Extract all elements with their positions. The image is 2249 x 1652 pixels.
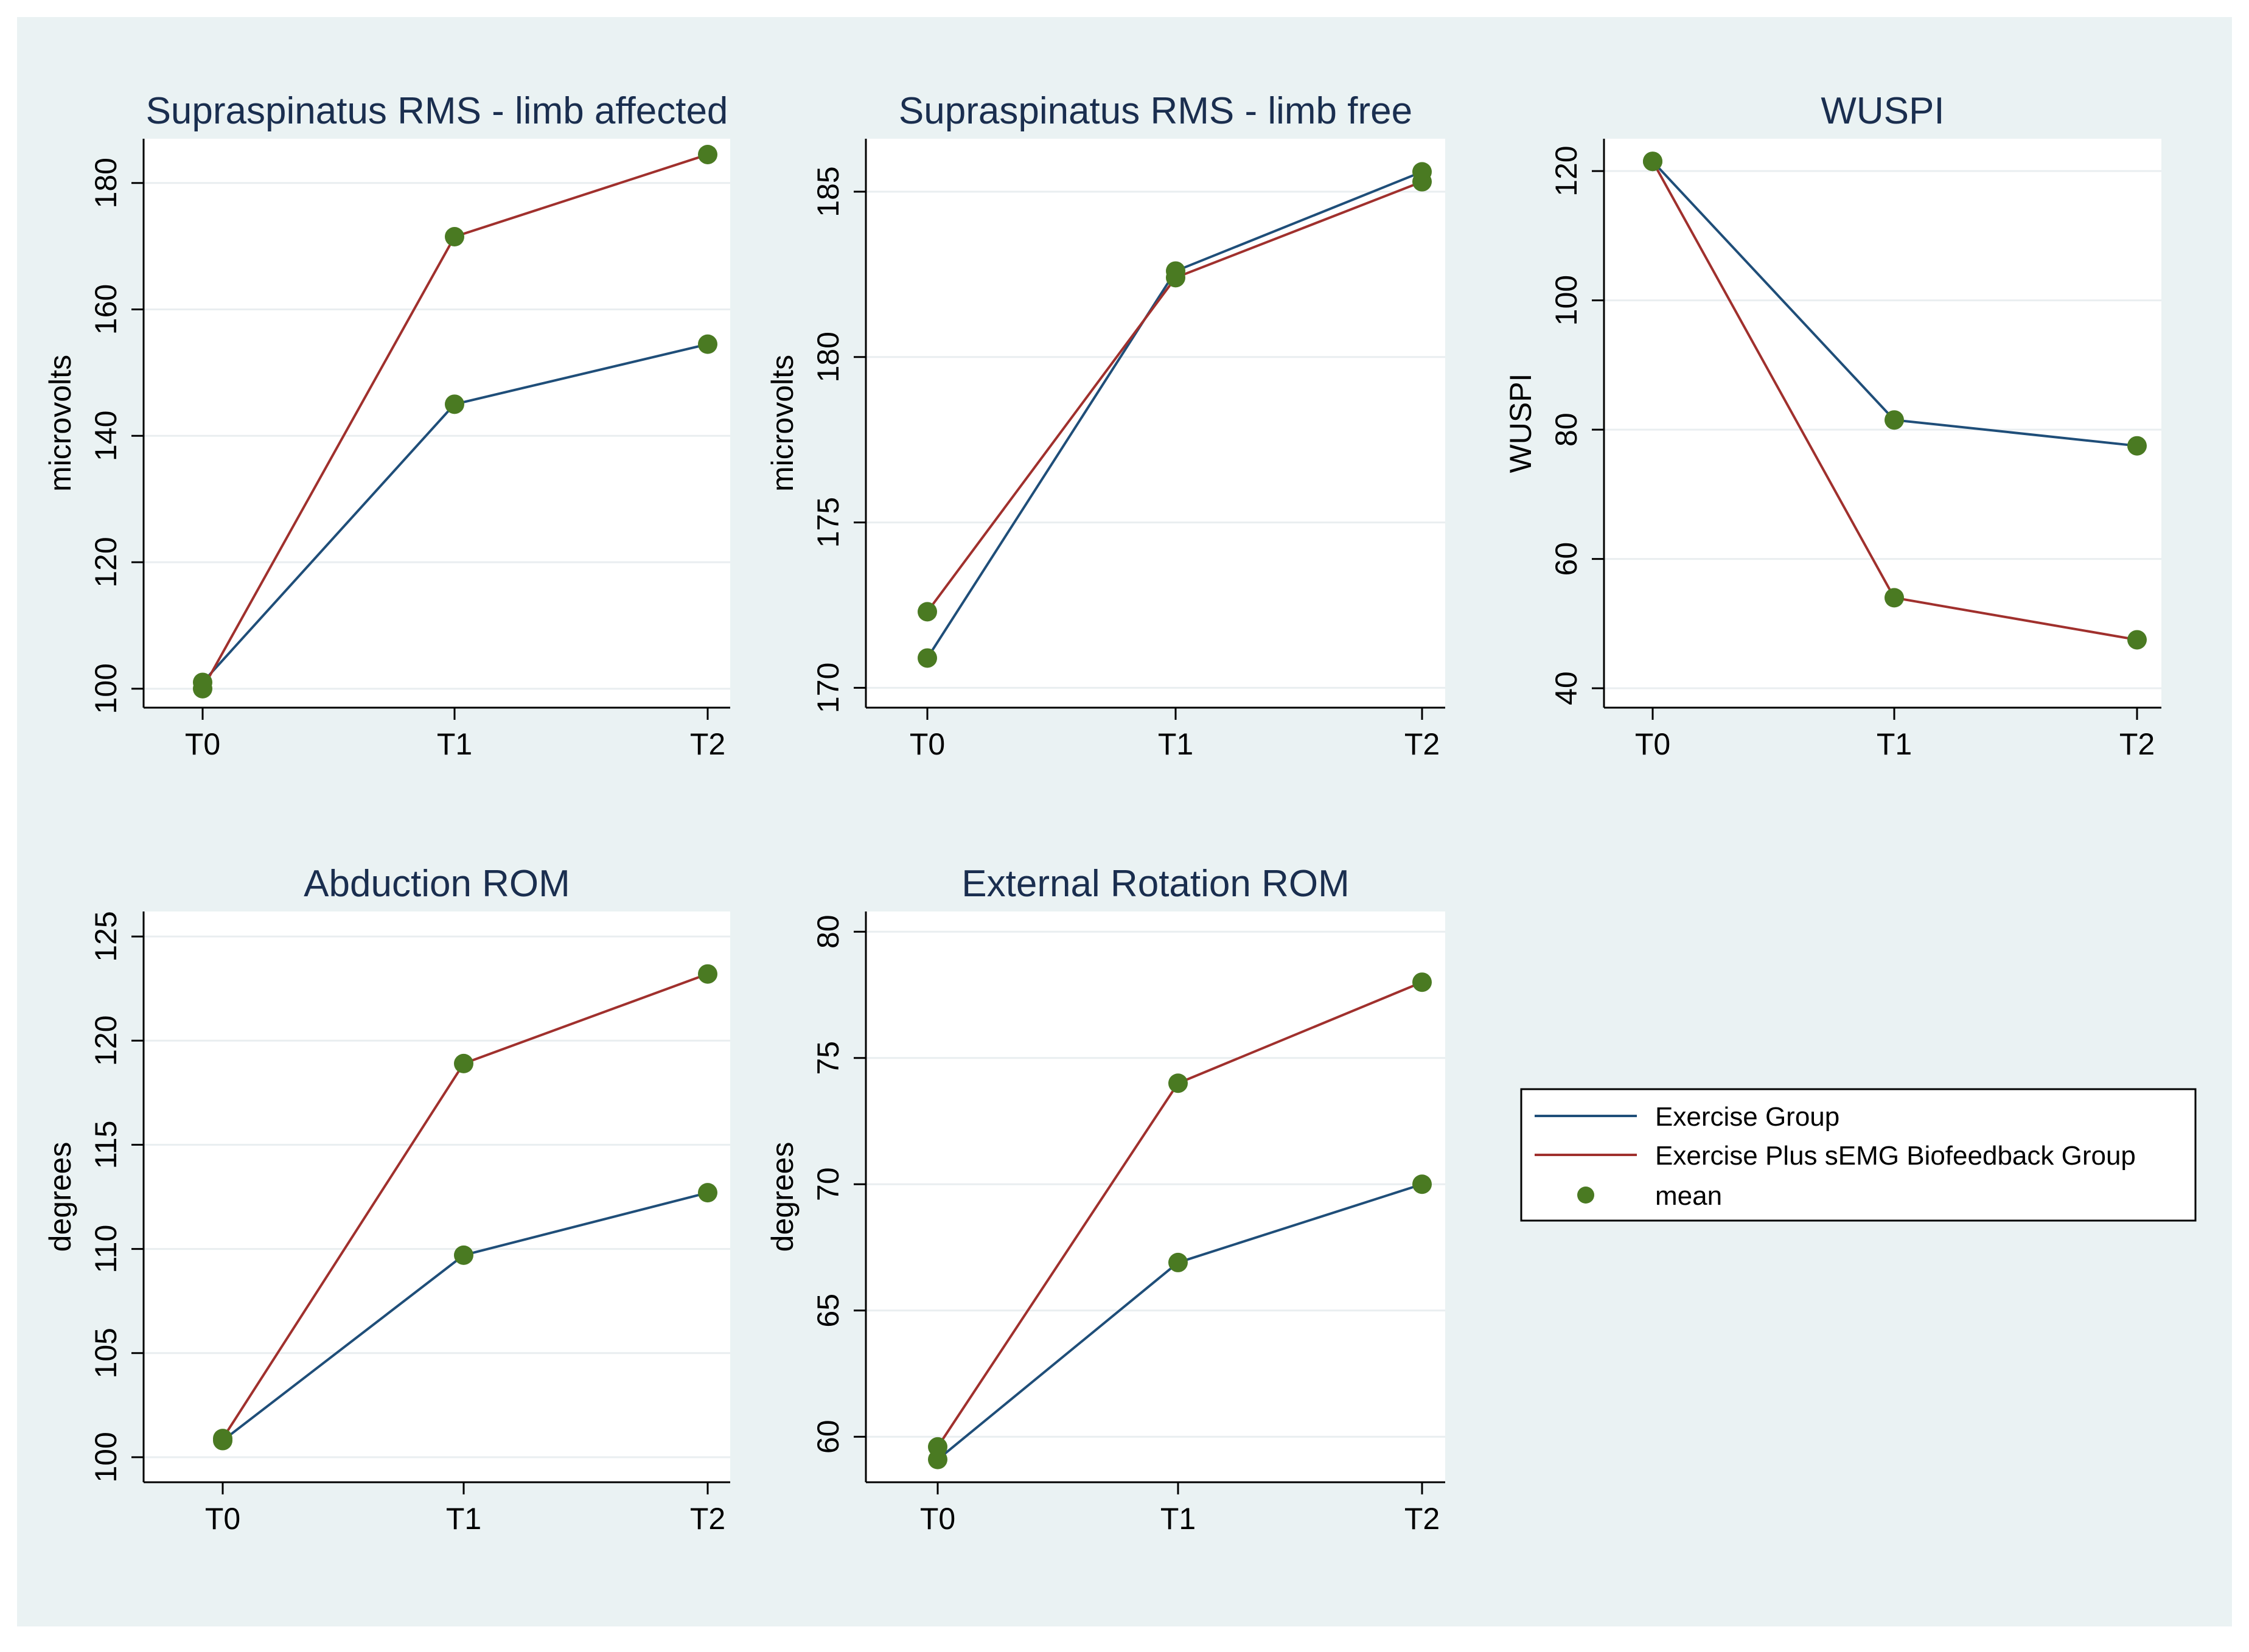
- y-tick-label: 170: [811, 663, 845, 713]
- mean-marker: [1166, 268, 1185, 288]
- y-axis-label: degrees: [43, 1142, 77, 1252]
- mean-marker: [698, 1183, 717, 1203]
- y-tick-label: 120: [89, 537, 123, 587]
- y-tick-label: 185: [811, 166, 845, 217]
- y-tick-label: 70: [811, 1167, 845, 1201]
- mean-marker: [454, 1053, 473, 1073]
- plot-area: [144, 911, 730, 1482]
- y-tick-label: 180: [89, 158, 123, 208]
- mean-marker: [698, 144, 717, 164]
- x-tick-label: T1: [437, 727, 472, 761]
- mean-marker: [1412, 972, 1432, 992]
- y-tick-label: 120: [1549, 145, 1583, 196]
- x-tick-label: T0: [910, 727, 945, 761]
- y-tick-label: 40: [1549, 671, 1583, 705]
- mean-marker: [698, 334, 717, 354]
- mean-marker: [213, 1429, 232, 1449]
- y-tick-label: 140: [89, 411, 123, 461]
- y-tick-label: 120: [89, 1016, 123, 1066]
- chart-panel-3: 40 60 80 100 120 T0 T1 T2 WUSPI WUSPI: [1504, 90, 2161, 761]
- legend: Exercise Group Exercise Plus sEMG Biofeed…: [1520, 1088, 2197, 1222]
- x-tick-label: T1: [1160, 1502, 1196, 1536]
- chart-panel-1: 100 120 140 160 180 T0 T1 T2 microvolts Supraspin…: [43, 90, 730, 761]
- x-tick-label: T2: [1404, 727, 1440, 761]
- y-axis-label: WUSPI: [1504, 374, 1538, 473]
- mean-marker: [2127, 630, 2147, 650]
- x-tick-label: T1: [1158, 727, 1193, 761]
- x-tick-label: T2: [2119, 727, 2155, 761]
- legend-label: mean: [1655, 1181, 1722, 1211]
- plot-area: [1604, 139, 2161, 708]
- y-tick-label: 115: [89, 1121, 123, 1169]
- x-tick-label: T1: [446, 1502, 481, 1536]
- mean-marker: [1643, 152, 1662, 172]
- x-tick-label: T0: [185, 727, 220, 761]
- y-tick-label: 160: [89, 284, 123, 335]
- y-tick-label: 80: [811, 915, 845, 949]
- mean-marker: [193, 678, 212, 699]
- chart-panel-2: 170 175 180 185 T0 T1 T2 microvolts Supraspinatu…: [765, 90, 1445, 761]
- y-tick-label: 175: [811, 497, 845, 548]
- chart-panel-5: 60 65 70 75 80 T0 T1 T2 degrees External Rotation…: [765, 863, 1445, 1536]
- y-axis-label: microvolts: [43, 355, 77, 492]
- y-tick-label: 60: [811, 1420, 845, 1454]
- panel-title: External Rotation ROM: [961, 863, 1349, 905]
- y-tick-label: 125: [89, 911, 123, 961]
- y-axis-label: microvolts: [765, 355, 800, 492]
- x-tick-label: T0: [205, 1502, 240, 1536]
- y-tick-label: 110: [89, 1225, 123, 1274]
- y-tick-label: 65: [811, 1294, 845, 1328]
- mean-marker: [698, 964, 717, 984]
- mean-marker: [1168, 1252, 1188, 1272]
- panel-title: Supraspinatus RMS - limb affected: [146, 90, 728, 132]
- plot-area: [866, 139, 1445, 708]
- mean-marker: [454, 1245, 473, 1265]
- y-tick-label: 100: [1549, 275, 1583, 326]
- mean-marker: [928, 1437, 947, 1457]
- mean-marker: [918, 648, 937, 668]
- mean-marker: [445, 394, 464, 414]
- mean-marker: [1412, 1174, 1432, 1194]
- panels: 100 120 140 160 180 T0 T1 T2 microvolts Supraspin…: [43, 90, 2161, 1536]
- y-axis-label: degrees: [765, 1142, 800, 1252]
- legend-label: Exercise Plus sEMG Biofeedback Group: [1655, 1141, 2136, 1171]
- mean-marker: [918, 602, 937, 622]
- chart-panel-4: 100 105 110 115 120 125 T0 T1 T2 degrees Abduction…: [43, 863, 730, 1536]
- mean-marker: [445, 227, 464, 247]
- legend-label: Exercise Group: [1655, 1102, 1839, 1132]
- x-tick-label: T2: [690, 1502, 725, 1536]
- y-tick-label: 100: [89, 663, 123, 714]
- y-tick-label: 75: [811, 1041, 845, 1075]
- panel-title: WUSPI: [1821, 90, 1944, 132]
- x-tick-label: T0: [1635, 727, 1670, 761]
- legend-swatch-mean: [1577, 1187, 1594, 1204]
- x-tick-label: T2: [690, 727, 725, 761]
- x-tick-label: T0: [920, 1502, 955, 1536]
- mean-marker: [1168, 1073, 1188, 1093]
- x-tick-label: T2: [1404, 1502, 1440, 1536]
- panel-title: Supraspinatus RMS - limb free: [899, 90, 1412, 132]
- mean-marker: [2127, 436, 2147, 456]
- plot-area: [866, 911, 1445, 1482]
- mean-marker: [1885, 410, 1904, 430]
- y-tick-label: 100: [89, 1432, 123, 1482]
- mean-marker: [1885, 588, 1904, 608]
- panel-title: Abduction ROM: [304, 863, 570, 905]
- x-tick-label: T1: [1877, 727, 1912, 761]
- mean-marker: [1412, 172, 1432, 192]
- y-tick-label: 80: [1549, 413, 1583, 447]
- y-tick-label: 180: [811, 332, 845, 382]
- y-tick-label: 105: [89, 1328, 123, 1378]
- y-tick-label: 60: [1549, 542, 1583, 576]
